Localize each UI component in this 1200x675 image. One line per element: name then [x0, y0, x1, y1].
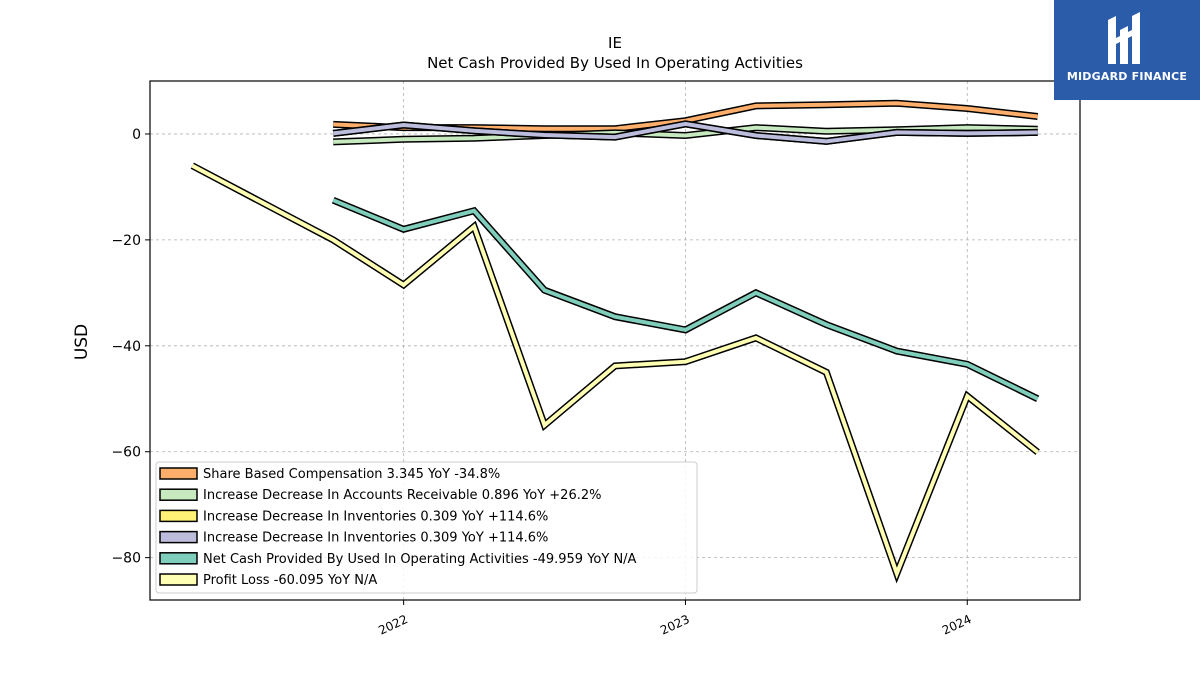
y-axis-ticks: 0 −20 −40 −60 −80 [111, 127, 150, 567]
legend-box [155, 461, 698, 594]
series-line [333, 125, 1038, 144]
legend-swatch [159, 573, 198, 586]
chart-subtitle: Net Cash Provided By Used In Operating A… [427, 54, 803, 72]
legend-swatch [159, 552, 198, 565]
series-5-line [331, 196, 1040, 402]
legend-entry-label: Net Cash Provided By Used In Operating A… [203, 552, 637, 567]
legend-swatch [159, 467, 198, 480]
legend-entry-label: Increase Decrease In Inventories 0.309 Y… [203, 531, 548, 546]
y-tick-label: −40 [111, 339, 141, 355]
legend-entry-label: Increase Decrease In Accounts Receivable… [203, 488, 601, 503]
midgard-logo-icon [1108, 12, 1140, 64]
series-line [332, 198, 1039, 401]
chart-title: IE [608, 34, 622, 52]
legend-entry-label: Share Based Compensation 3.345 YoY -34.8… [203, 467, 500, 482]
y-tick-label: −80 [111, 551, 141, 567]
legend-entry-label: Increase Decrease In Inventories 0.309 Y… [203, 509, 548, 524]
legend-swatch [159, 488, 198, 501]
legend: Share Based Compensation 3.345 YoY -34.8… [155, 461, 698, 594]
y-axis-label: USD [72, 324, 92, 360]
series-lines [190, 99, 1040, 584]
y-tick-label: −60 [111, 445, 141, 461]
series-4-line [332, 120, 1038, 145]
legend-entry-label: Profit Loss -60.095 YoY N/A [203, 573, 377, 588]
series-line [332, 121, 1038, 144]
series-2-line [333, 124, 1038, 146]
y-tick-label: 0 [132, 127, 141, 143]
y-tick-label: −20 [111, 233, 141, 249]
legend-swatch [159, 530, 198, 544]
series-line [191, 163, 1039, 580]
legend-swatch [159, 509, 198, 523]
plot-frame [149, 80, 1081, 601]
series-6-line [190, 162, 1040, 584]
brand-logo: MIDGARD FINANCE [1054, 0, 1200, 100]
brand-name: MIDGARD FINANCE [1066, 70, 1188, 83]
